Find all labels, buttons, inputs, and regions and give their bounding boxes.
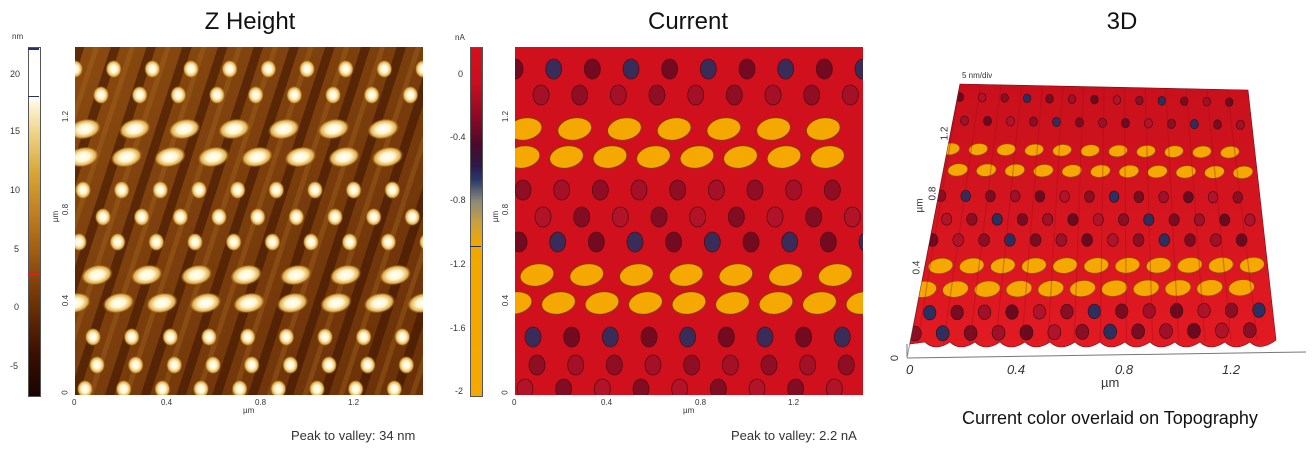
panel-title-3d: 3D <box>1106 8 1138 35</box>
current-y-unit: µm <box>491 210 501 223</box>
3d-y-tick: 1.2 <box>939 126 951 141</box>
panel-title-current: Current <box>647 8 729 35</box>
3d-view[interactable] <box>880 62 1312 392</box>
current-colorbar[interactable] <box>470 47 483 397</box>
height-map[interactable] <box>75 47 423 395</box>
current-colorbar-marker <box>470 246 481 247</box>
height-y-tick: 0 <box>60 390 70 395</box>
height-colorbar[interactable] <box>28 47 41 397</box>
current-x-unit: µm <box>683 406 695 415</box>
height-x-tick: 0 <box>72 398 77 407</box>
current-cb-tick: 0 <box>458 69 464 79</box>
3d-y-tick: 0.8 <box>927 186 939 201</box>
height-cb-tick: 20 <box>10 69 21 79</box>
height-y-tick: 1.2 <box>61 110 71 123</box>
current-cb-tick: -0.8 <box>450 195 466 205</box>
3d-x-tick: 0.8 <box>1115 362 1134 377</box>
3d-y-tick: 0.4 <box>911 260 923 275</box>
3d-caption: Current color overlaid on Topography <box>962 408 1258 428</box>
height-colorbar-marker-bottom <box>28 96 39 97</box>
current-cb-tick: -1.6 <box>450 323 466 333</box>
panel-title-height: Z Height <box>204 8 296 35</box>
current-x-tick: 1.2 <box>788 398 800 407</box>
height-colorbar-unit: nm <box>12 32 24 41</box>
current-x-tick: 0.4 <box>601 398 613 407</box>
3d-x-axis <box>906 351 1307 359</box>
3d-y-unit: µm <box>914 198 926 213</box>
current-cb-tick: -1.2 <box>450 259 466 269</box>
height-x-tick: 0.8 <box>255 398 267 407</box>
height-y-tick: 0.8 <box>61 203 71 216</box>
3d-x-tick: 1.2 <box>1222 362 1241 377</box>
current-y-tick: 0.4 <box>501 294 511 307</box>
3d-surface <box>906 83 1307 359</box>
current-y-tick: 0.8 <box>501 203 511 216</box>
height-map-image <box>75 47 423 395</box>
3d-x-tick: 0 <box>906 362 914 377</box>
current-cb-tick: -2 <box>455 386 464 396</box>
3d-x-unit: µm <box>1101 375 1120 390</box>
height-peak-to-valley: Peak to valley: 34 nm <box>291 428 416 443</box>
height-cb-tick: 15 <box>10 126 21 136</box>
height-colorbar-marker-top <box>28 48 39 50</box>
current-x-tick: 0 <box>512 398 517 407</box>
current-colorbar-unit: nA <box>455 33 465 42</box>
height-cb-tick: 5 <box>14 244 20 254</box>
height-cb-tick: 0 <box>14 302 20 312</box>
current-map[interactable] <box>515 47 863 395</box>
3d-scale-label: 5 nm/div <box>962 71 993 80</box>
height-x-tick: 1.2 <box>348 398 360 407</box>
height-cb-tick: 10 <box>10 185 21 195</box>
current-x-tick: 0.8 <box>695 398 707 407</box>
current-y-tick: 1.2 <box>501 110 511 123</box>
height-y-unit: µm <box>51 210 61 223</box>
3d-y-tick: 0 <box>889 354 902 362</box>
current-y-tick: 0 <box>500 390 510 395</box>
height-colorbar-marker-red <box>28 274 39 275</box>
height-y-tick: 0.4 <box>61 294 71 307</box>
current-map-image <box>515 47 863 395</box>
height-cb-tick: -5 <box>10 361 19 371</box>
current-peak-to-valley: Peak to valley: 2.2 nA <box>731 428 857 443</box>
height-x-tick: 0.4 <box>161 398 173 407</box>
current-cb-tick: -0.4 <box>450 132 466 142</box>
height-x-unit: µm <box>243 406 255 415</box>
3d-x-tick: 0.4 <box>1007 362 1026 377</box>
